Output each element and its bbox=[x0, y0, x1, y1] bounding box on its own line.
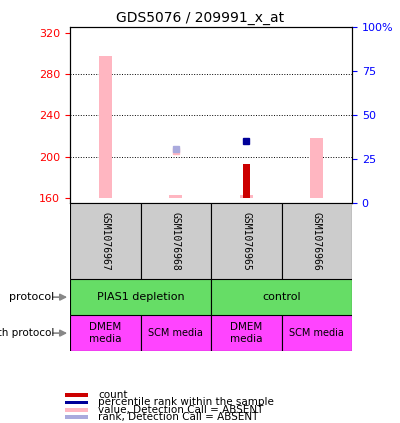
Bar bbox=[65, 408, 88, 412]
Text: rank, Detection Call = ABSENT: rank, Detection Call = ABSENT bbox=[98, 412, 259, 422]
Text: value, Detection Call = ABSENT: value, Detection Call = ABSENT bbox=[98, 405, 264, 415]
Bar bbox=[99, 56, 112, 198]
Bar bbox=[282, 203, 352, 279]
Text: count: count bbox=[98, 390, 128, 400]
Bar bbox=[243, 164, 250, 198]
Text: PIAS1 depletion: PIAS1 depletion bbox=[97, 292, 184, 302]
Text: GSM1076967: GSM1076967 bbox=[100, 212, 110, 270]
Bar bbox=[140, 315, 211, 351]
Text: DMEM
media: DMEM media bbox=[89, 322, 122, 344]
Text: control: control bbox=[262, 292, 301, 302]
Text: SCM media: SCM media bbox=[148, 328, 203, 338]
Bar bbox=[211, 279, 352, 315]
Text: growth protocol: growth protocol bbox=[0, 328, 54, 338]
Bar bbox=[140, 203, 211, 279]
Bar bbox=[310, 138, 323, 198]
Text: DMEM
media: DMEM media bbox=[230, 322, 262, 344]
Bar bbox=[70, 315, 140, 351]
Bar bbox=[211, 203, 282, 279]
Text: GSM1076965: GSM1076965 bbox=[241, 212, 251, 270]
Text: SCM media: SCM media bbox=[289, 328, 344, 338]
Bar bbox=[170, 195, 182, 198]
Bar bbox=[65, 393, 88, 397]
Text: GSM1076966: GSM1076966 bbox=[312, 212, 322, 270]
Text: GSM1076968: GSM1076968 bbox=[171, 212, 181, 270]
Bar bbox=[65, 415, 88, 419]
Bar bbox=[240, 195, 252, 198]
Bar bbox=[70, 279, 211, 315]
Bar bbox=[70, 203, 140, 279]
Text: percentile rank within the sample: percentile rank within the sample bbox=[98, 397, 274, 407]
Text: GDS5076 / 209991_x_at: GDS5076 / 209991_x_at bbox=[116, 11, 284, 25]
Bar bbox=[282, 315, 352, 351]
Bar bbox=[65, 401, 88, 404]
Text: protocol: protocol bbox=[9, 292, 54, 302]
Bar bbox=[211, 315, 282, 351]
